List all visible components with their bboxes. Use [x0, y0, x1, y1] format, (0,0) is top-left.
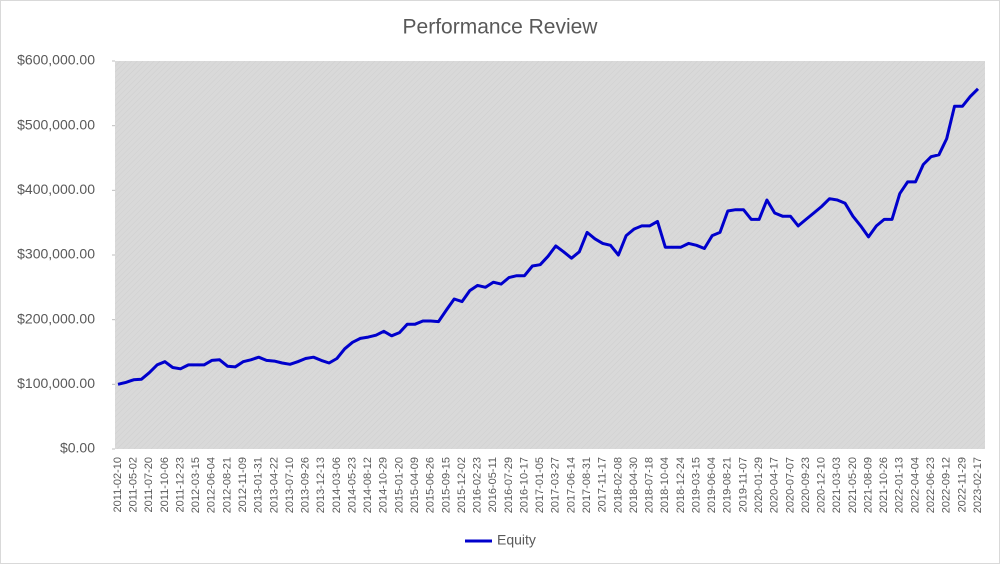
x-tick-label: 2012-11-09	[237, 457, 249, 512]
x-tick-label: 2014-10-29	[378, 457, 390, 513]
x-tick-label: 2018-02-08	[612, 457, 624, 513]
x-tick-label: 2021-10-26	[878, 457, 890, 513]
x-tick-label: 2011-02-10	[112, 457, 124, 512]
x-tick-label: 2013-07-10	[284, 457, 296, 513]
x-tick-label: 2019-11-07	[737, 457, 749, 512]
x-tick-label: 2017-01-05	[534, 457, 546, 513]
x-tick-label: 2014-08-12	[362, 457, 374, 513]
y-tick-label: $300,000.00	[17, 246, 95, 262]
y-tick-label: $200,000.00	[17, 310, 95, 326]
y-tick-label: $0.00	[60, 440, 95, 456]
x-tick-label: 2015-04-09	[409, 457, 421, 513]
x-tick-label: 2014-03-06	[331, 457, 343, 513]
x-tick-label: 2018-12-24	[675, 457, 687, 513]
x-tick-label: 2021-03-03	[831, 457, 843, 513]
x-tick-label: 2020-04-17	[769, 457, 781, 513]
x-tick-label: 2020-09-23	[800, 457, 812, 513]
x-tick-label: 2019-06-04	[706, 457, 718, 513]
y-tick-label: $400,000.00	[17, 181, 95, 197]
x-tick-label: 2022-06-23	[925, 457, 937, 513]
x-tick-label: 2017-03-27	[550, 457, 562, 513]
x-tick-label: 2011-10-06	[159, 457, 171, 512]
x-tick-label: 2020-01-29	[753, 457, 765, 513]
x-tick-label: 2020-07-07	[784, 457, 796, 513]
x-tick-label: 2016-10-17	[518, 457, 530, 513]
x-tick-label: 2011-07-20	[143, 457, 155, 512]
x-tick-label: 2012-08-21	[221, 457, 233, 513]
chart-title: Performance Review	[403, 16, 599, 39]
x-tick-label: 2013-01-31	[253, 457, 265, 513]
x-tick-label: 2023-02-17	[972, 457, 984, 513]
x-tick-label: 2015-06-26	[425, 457, 437, 513]
x-tick-label: 2021-05-20	[847, 457, 859, 513]
x-tick-label: 2013-09-26	[300, 457, 312, 513]
x-tick-label: 2012-06-04	[206, 457, 218, 513]
legend-label: Equity	[497, 532, 536, 548]
x-tick-label: 2015-09-15	[440, 457, 452, 513]
x-tick-label: 2017-11-17	[597, 457, 609, 512]
x-tick-label: 2022-11-29	[956, 457, 968, 512]
x-tick-label: 2019-03-15	[690, 457, 702, 513]
x-tick-label: 2019-08-21	[722, 457, 734, 513]
x-tick-label: 2022-09-12	[941, 457, 953, 513]
x-tick-label: 2011-12-23	[174, 457, 186, 512]
x-tick-label: 2016-02-23	[472, 457, 484, 513]
y-tick-label: $500,000.00	[17, 116, 95, 132]
x-tick-label: 2014-05-23	[346, 457, 358, 513]
x-tick-label: 2017-08-31	[581, 457, 593, 513]
x-tick-label: 2011-05-02	[128, 457, 140, 512]
x-tick-label: 2022-04-04	[909, 457, 921, 513]
x-tick-label: 2016-05-11	[487, 457, 499, 512]
x-tick-label: 2013-12-13	[315, 457, 327, 513]
y-tick-label: $600,000.00	[17, 52, 95, 68]
x-tick-label: 2018-04-30	[628, 457, 640, 513]
x-tick-label: 2015-12-02	[456, 457, 468, 513]
x-tick-label: 2022-01-13	[894, 457, 906, 513]
equity-line	[117, 87, 980, 386]
x-tick-label: 2018-10-04	[659, 457, 671, 513]
x-tick-label: 2012-03-15	[190, 457, 202, 513]
x-tick-label: 2018-07-18	[644, 457, 656, 513]
x-tick-label: 2013-04-22	[268, 457, 280, 513]
x-tick-label: 2017-06-14	[565, 457, 577, 513]
x-tick-label: 2020-12-10	[816, 457, 828, 513]
x-tick-label: 2016-07-29	[503, 457, 515, 513]
x-tick-label: 2021-08-09	[862, 457, 874, 513]
x-tick-label: 2015-01-20	[393, 457, 405, 513]
y-tick-label: $100,000.00	[17, 375, 95, 391]
